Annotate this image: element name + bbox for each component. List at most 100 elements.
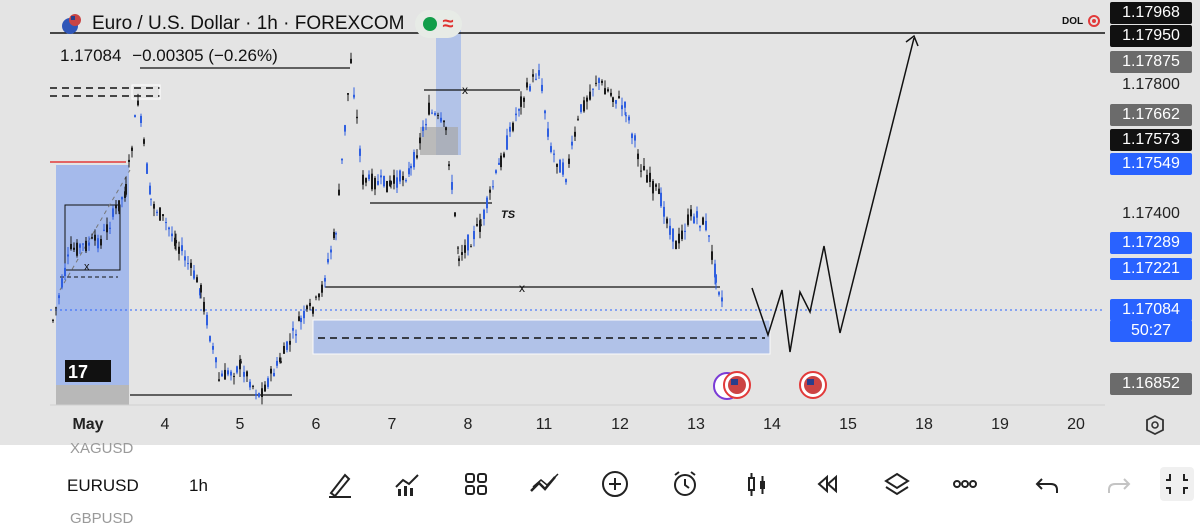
draw-icon[interactable]	[323, 467, 357, 501]
candle-body	[451, 182, 453, 190]
candle-body	[221, 373, 223, 377]
candle-body	[655, 184, 657, 187]
candle-body	[270, 368, 272, 374]
wave-icon: ≈	[442, 12, 454, 35]
candle-body	[286, 341, 288, 350]
candle-body	[85, 240, 87, 252]
add-icon[interactable]	[598, 467, 632, 501]
event-flag-1[interactable]	[713, 371, 751, 400]
undo-icon[interactable]	[1030, 467, 1064, 501]
candle-body	[73, 247, 75, 250]
candle-body	[215, 357, 217, 363]
price-change: −0.00305 (−0.26%)	[132, 46, 278, 65]
candle-body	[149, 185, 151, 195]
candle-body	[399, 170, 401, 182]
candle-body	[678, 233, 680, 244]
layouts-icon[interactable]	[459, 467, 493, 501]
patterns-icon[interactable]	[528, 467, 562, 501]
candle-body	[705, 220, 707, 231]
event-flag-2[interactable]	[799, 371, 827, 399]
candle-body	[538, 70, 540, 76]
price-chart[interactable]: x x x TS DOL 17	[0, 0, 1200, 445]
candle-body	[276, 360, 278, 366]
last-price: 1.17084	[60, 46, 122, 65]
dol-label: DOL	[1062, 16, 1083, 27]
candle-body	[631, 133, 633, 139]
candle-body	[492, 186, 494, 188]
candle-body	[437, 114, 439, 116]
candle-body	[675, 240, 677, 250]
candle-body	[476, 224, 478, 226]
candle-body	[190, 262, 192, 268]
candle-body	[649, 172, 651, 182]
time-axis-label: 18	[915, 416, 933, 433]
candle-body	[298, 316, 300, 321]
symbol-title[interactable]: Euro / U.S. Dollar · 1h · FOREXCOM	[92, 13, 405, 34]
price-tag: 1.17968	[1110, 2, 1192, 24]
candle-body	[714, 263, 716, 278]
candle-body	[333, 231, 335, 239]
candle-body	[377, 181, 379, 185]
candle-body	[637, 153, 639, 160]
x-label-top: x	[462, 83, 468, 97]
settings-icon[interactable]	[1146, 414, 1164, 436]
candle-body	[526, 82, 528, 88]
candle-body	[640, 170, 642, 172]
price-tag: 50:27	[1110, 320, 1192, 342]
candle-body	[249, 381, 251, 388]
candle-body	[666, 218, 668, 224]
candle-body	[292, 328, 294, 331]
candle-body	[350, 58, 352, 64]
candle-body	[64, 267, 66, 277]
more-icon[interactable]	[948, 467, 982, 501]
candle-body	[312, 307, 314, 314]
candle-body	[168, 227, 170, 230]
candle-body	[295, 334, 297, 336]
replay-icon[interactable]	[810, 467, 844, 501]
candle-body	[693, 216, 695, 224]
price-tag: 1.17084	[1110, 299, 1192, 321]
candle-body	[559, 159, 561, 173]
symbol-selector[interactable]: EURUSD	[67, 476, 139, 495]
candle-body	[187, 263, 189, 265]
layers-icon[interactable]	[880, 467, 914, 501]
candle-body	[425, 123, 427, 126]
alert-icon[interactable]	[668, 467, 702, 501]
candle-body	[246, 371, 248, 377]
left-level-box	[131, 84, 161, 100]
candle-body	[479, 220, 481, 232]
candle-body	[592, 88, 594, 90]
candle-body	[153, 204, 155, 209]
interval-selector[interactable]: 1h	[189, 476, 208, 495]
candle-body	[483, 209, 485, 219]
candle-body	[344, 125, 346, 132]
candle-body	[338, 189, 340, 196]
candle-body	[574, 131, 576, 137]
candle-body	[586, 97, 588, 102]
bottom-toolbar: XAGUSD EURUSD 1h GBPUSD	[0, 440, 1200, 527]
candle-body	[696, 211, 698, 218]
price-tag: 1.16852	[1110, 373, 1192, 395]
candle-body	[601, 80, 603, 83]
ts-label: TS	[501, 209, 516, 221]
candle-body	[203, 301, 205, 312]
market-status-pill[interactable]: ≈	[414, 10, 462, 38]
candle-body	[252, 385, 254, 387]
candle-body	[233, 375, 235, 377]
candle-body	[604, 88, 606, 95]
indicators-icon[interactable]	[390, 467, 424, 501]
fullscreen-icon[interactable]	[1160, 467, 1194, 501]
candles	[52, 52, 723, 405]
candle-body	[413, 152, 415, 168]
candle-body	[118, 200, 120, 212]
candle-body	[212, 346, 214, 350]
candles-icon[interactable]	[740, 467, 774, 501]
candle-body	[359, 148, 361, 156]
candle-body	[512, 122, 514, 131]
candle-body	[280, 361, 282, 363]
candle-body	[416, 155, 418, 158]
candle-body	[193, 270, 195, 279]
candle-body	[464, 245, 466, 253]
candle-body	[419, 137, 421, 144]
candle-body	[196, 277, 198, 283]
